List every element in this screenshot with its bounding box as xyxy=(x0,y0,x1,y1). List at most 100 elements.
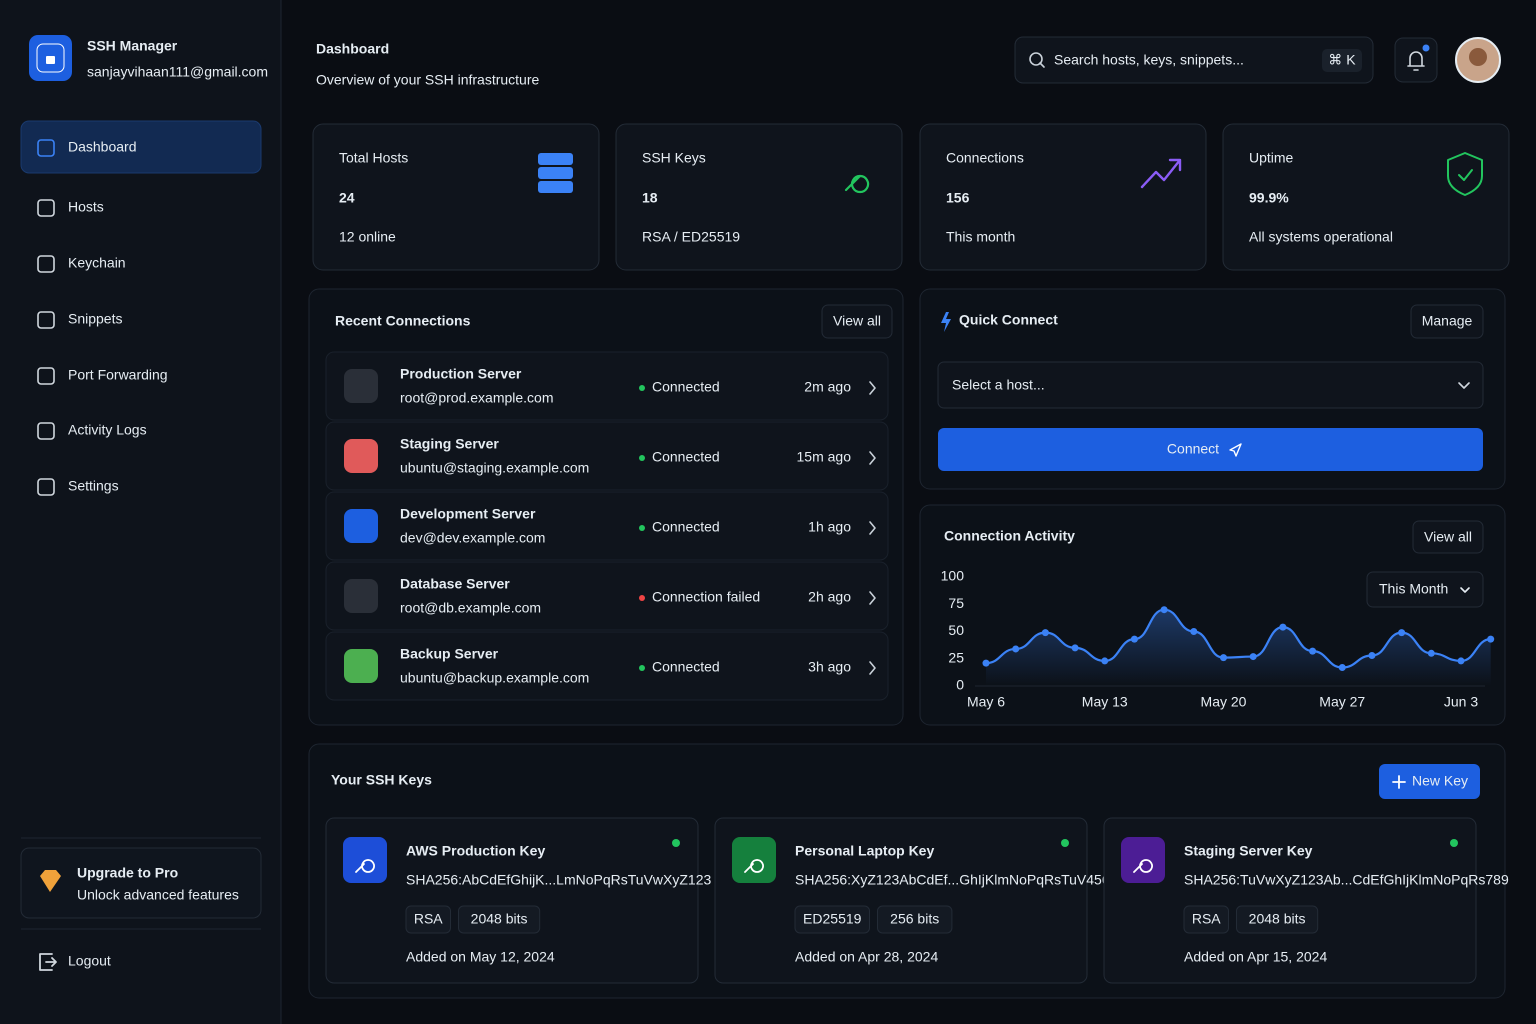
plus-icon xyxy=(1392,775,1406,789)
time: 1h ago xyxy=(808,519,851,535)
connection-row[interactable] xyxy=(325,631,889,701)
search[interactable] xyxy=(1014,36,1374,84)
point xyxy=(1160,606,1168,614)
new-key-button[interactable] xyxy=(1379,764,1480,799)
connection-row[interactable] xyxy=(325,421,889,491)
connection-row[interactable] xyxy=(325,561,889,631)
logout-icon xyxy=(39,953,57,971)
chevron xyxy=(869,381,876,395)
app-name: SSH Manager xyxy=(87,38,178,54)
view-all-button[interactable] xyxy=(821,304,893,339)
logout[interactable]: Logout xyxy=(68,953,111,969)
host-select[interactable] xyxy=(937,361,1484,409)
search-icon-handle xyxy=(1039,62,1045,68)
tag xyxy=(877,905,953,934)
stat-sub: This month xyxy=(946,229,1015,245)
point xyxy=(1249,653,1257,661)
upgrade-title: Upgrade to Pro xyxy=(77,865,178,881)
stat-sub: 12 online xyxy=(339,229,396,245)
stat-label: Connections xyxy=(946,150,1024,166)
stat-sub: All systems operational xyxy=(1249,229,1393,245)
nav-active[interactable] xyxy=(20,120,262,174)
nav-icon xyxy=(37,367,55,385)
point xyxy=(1279,623,1287,631)
tag xyxy=(1183,905,1229,934)
nav-item[interactable] xyxy=(21,296,261,344)
manage-button[interactable] xyxy=(1410,304,1484,339)
gem-icon xyxy=(40,870,61,892)
chevron xyxy=(869,451,876,465)
stat-icon xyxy=(538,181,573,193)
panel-title: Quick Connect xyxy=(959,312,1058,328)
point xyxy=(1220,654,1227,662)
active-dot xyxy=(1450,839,1458,847)
nav-item[interactable] xyxy=(21,240,261,288)
stat-icon xyxy=(1447,152,1483,196)
nav-label: Activity Logs xyxy=(68,422,147,438)
added: Added on May 12, 2024 xyxy=(406,949,555,965)
key-card[interactable] xyxy=(1103,817,1477,984)
time: 15m ago xyxy=(797,449,852,465)
stat-value: 24 xyxy=(339,190,355,206)
period: This Month xyxy=(1379,581,1448,597)
point xyxy=(1368,651,1376,659)
point xyxy=(1101,657,1109,665)
key-card[interactable] xyxy=(714,817,1088,984)
stat-icon xyxy=(538,167,573,179)
shortcut: ⌘ K xyxy=(1328,52,1356,68)
y-tick-label: 50 xyxy=(948,622,964,638)
os-icon xyxy=(344,579,378,613)
status-dot xyxy=(639,455,645,461)
key-bits: 256 bits xyxy=(890,911,939,927)
key-bits: 2048 bits xyxy=(471,911,528,927)
key-name: Personal Laptop Key xyxy=(795,843,934,859)
key-name: AWS Production Key xyxy=(406,843,545,859)
panel-title: Your SSH Keys xyxy=(331,772,432,788)
point xyxy=(1338,663,1346,671)
point xyxy=(1457,657,1465,665)
view-all-button[interactable] xyxy=(1412,520,1484,554)
stat-sub: RSA / ED25519 xyxy=(642,229,740,245)
host-name: Database Server xyxy=(400,576,510,592)
notifications[interactable] xyxy=(1394,37,1438,83)
host-user: dev@dev.example.com xyxy=(400,530,545,546)
bell-icon xyxy=(1407,51,1425,71)
connection-row[interactable] xyxy=(325,351,889,421)
x-tick-label: May 27 xyxy=(1319,694,1365,710)
nav-icon xyxy=(37,139,55,157)
y-tick-label: 75 xyxy=(948,595,964,611)
stat-label: Total Hosts xyxy=(339,150,408,166)
nav-label: Settings xyxy=(68,478,119,494)
key-type: RSA xyxy=(414,911,443,927)
point xyxy=(1041,629,1049,637)
connect-button[interactable] xyxy=(938,428,1483,471)
status-dot xyxy=(639,525,645,531)
tag xyxy=(458,905,541,934)
status-dot xyxy=(639,665,645,671)
key-card[interactable] xyxy=(325,817,699,984)
connection-row[interactable] xyxy=(325,491,889,561)
tag xyxy=(405,905,451,934)
chevron xyxy=(869,661,876,675)
time: 3h ago xyxy=(808,659,851,675)
host-name: Development Server xyxy=(400,506,536,522)
nav-label: Snippets xyxy=(68,311,122,327)
avatar-face xyxy=(1469,48,1487,66)
fingerprint: SHA256:TuVwXyZ123Ab...CdEfGhIjKlmNoPqRs7… xyxy=(1184,872,1509,888)
stat-card xyxy=(615,123,903,271)
nav-item[interactable] xyxy=(21,184,261,232)
stat-value: 156 xyxy=(946,190,970,206)
point xyxy=(1130,635,1138,643)
search-icon xyxy=(1029,52,1043,66)
key-type: RSA xyxy=(1192,911,1221,927)
upgrade-card[interactable] xyxy=(20,847,262,919)
y-tick-label: 0 xyxy=(956,677,964,693)
host-user: ubuntu@backup.example.com xyxy=(400,670,589,686)
y-tick-label: 25 xyxy=(948,649,964,665)
period-select[interactable] xyxy=(1366,571,1484,608)
nav-item[interactable] xyxy=(21,463,261,511)
stat-label: SSH Keys xyxy=(642,150,706,166)
host-user: root@db.example.com xyxy=(400,600,541,616)
fingerprint: SHA256:XyZ123AbCdEf...GhIjKlmNoPqRsTuV45… xyxy=(795,872,1110,888)
active-dot xyxy=(1061,839,1069,847)
